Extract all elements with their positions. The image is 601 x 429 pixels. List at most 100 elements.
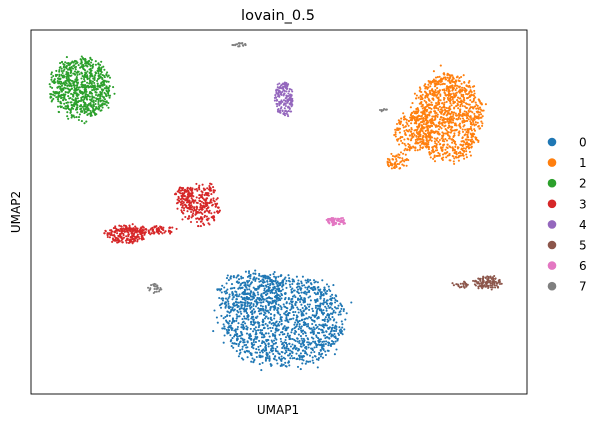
point (425, 94, 429, 98)
point (335, 219, 338, 222)
point (408, 134, 412, 137)
point (228, 314, 231, 317)
point (205, 197, 208, 200)
point (93, 76, 96, 80)
point (452, 77, 455, 80)
point (182, 193, 185, 196)
point (297, 308, 300, 311)
point (273, 308, 276, 311)
point (155, 227, 159, 230)
point (468, 115, 471, 118)
point (457, 112, 460, 115)
point (290, 305, 293, 309)
point (280, 106, 283, 109)
point (275, 287, 279, 291)
point (60, 96, 63, 99)
point (461, 130, 465, 133)
point (436, 87, 439, 90)
point (57, 111, 61, 114)
point (227, 300, 230, 303)
point (279, 364, 282, 367)
point (400, 160, 403, 163)
point (469, 132, 472, 135)
point (252, 340, 255, 344)
point (453, 134, 456, 137)
point (297, 328, 300, 331)
point (267, 342, 270, 346)
point (465, 138, 468, 141)
point (299, 308, 302, 311)
point (407, 119, 410, 122)
point (473, 92, 476, 95)
point (246, 305, 249, 308)
point (437, 140, 440, 144)
point (266, 357, 269, 360)
point (441, 139, 444, 142)
point (424, 141, 428, 145)
point (401, 163, 404, 166)
point (312, 286, 315, 289)
point (132, 237, 135, 240)
plot-frame (30, 29, 528, 395)
point (243, 344, 246, 347)
point (465, 117, 469, 120)
point (334, 217, 337, 220)
point (446, 112, 449, 115)
point (288, 88, 291, 91)
point (328, 288, 331, 291)
point (395, 165, 398, 168)
point (315, 335, 318, 338)
point (82, 67, 85, 70)
point (276, 102, 279, 106)
point (314, 340, 317, 343)
point (291, 328, 294, 331)
point (413, 92, 416, 95)
point (322, 299, 325, 302)
point (254, 326, 257, 329)
point (161, 228, 164, 231)
point (277, 108, 280, 111)
point (479, 127, 482, 130)
point (300, 291, 303, 294)
point (441, 153, 445, 156)
point (94, 107, 97, 110)
point (456, 75, 459, 78)
point (299, 327, 302, 330)
point (289, 357, 292, 360)
point (80, 60, 83, 63)
point (402, 164, 405, 167)
point (299, 352, 302, 355)
point (84, 71, 87, 74)
point (61, 60, 64, 63)
point (203, 223, 206, 226)
point (419, 87, 422, 91)
point (400, 117, 403, 120)
point (330, 328, 333, 331)
point (307, 285, 311, 288)
point (274, 355, 277, 358)
point (486, 278, 489, 281)
point (258, 274, 261, 277)
point (77, 70, 80, 73)
point (441, 123, 444, 126)
point (280, 92, 283, 95)
point (94, 91, 97, 94)
point (453, 101, 457, 104)
point (380, 110, 383, 113)
point (459, 117, 462, 120)
point (397, 153, 400, 156)
point (432, 78, 435, 81)
point (274, 280, 277, 283)
point (326, 318, 329, 321)
point (244, 270, 247, 273)
point (132, 233, 135, 236)
point (67, 95, 70, 98)
point (293, 338, 296, 341)
point (312, 340, 315, 343)
point (427, 79, 430, 83)
point (77, 64, 80, 67)
point (197, 225, 200, 228)
point (247, 270, 251, 273)
point (284, 82, 288, 86)
point (241, 326, 244, 329)
